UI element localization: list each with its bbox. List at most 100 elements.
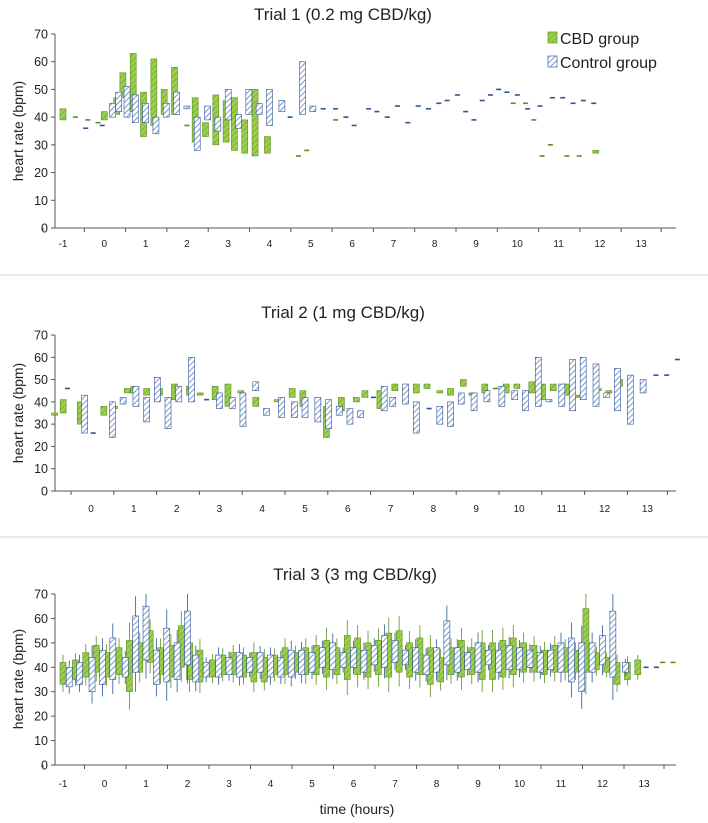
- y-tick-label: 20: [34, 440, 48, 454]
- x-tick-label: 13: [638, 779, 650, 790]
- x-tick-label: 12: [594, 239, 606, 250]
- cbd-median-mark: [670, 661, 676, 664]
- cbd-median-mark: [85, 119, 91, 121]
- control-box: [175, 385, 183, 403]
- control-box: [277, 657, 285, 678]
- control-box: [143, 397, 150, 423]
- control-box: [578, 642, 586, 693]
- control-box: [568, 637, 575, 683]
- control-box: [214, 116, 222, 132]
- control-box: [163, 627, 171, 683]
- control-box: [99, 649, 106, 685]
- control-median-mark: [64, 387, 70, 390]
- x-tick-label: 9: [475, 779, 481, 790]
- x-tick-label: 2: [174, 504, 180, 515]
- control-box: [547, 649, 554, 671]
- cbd-box: [82, 652, 90, 678]
- x-tick-label: 8: [434, 779, 440, 790]
- control-box: [246, 657, 254, 673]
- legend-swatch-control: [547, 55, 558, 68]
- chart-title-3: Trial 3 (3 mg CBD/kg): [273, 565, 437, 584]
- control-median-mark: [479, 99, 485, 102]
- x-tick-label: 10: [514, 779, 526, 790]
- cbd-median-mark: [510, 102, 516, 105]
- control-median-mark: [333, 108, 339, 110]
- control-box: [173, 91, 180, 115]
- control-box: [422, 654, 430, 675]
- control-box: [152, 116, 160, 135]
- x-tick-label: 3: [226, 779, 232, 790]
- y-tick-label: 50: [34, 636, 48, 650]
- x-tick-label: 6: [345, 504, 351, 515]
- control-median-mark: [653, 666, 659, 669]
- cbd-box: [101, 111, 108, 121]
- x-tick-label: 13: [642, 504, 654, 515]
- control-median-mark: [83, 127, 89, 130]
- cbd-box: [237, 390, 245, 394]
- control-box: [603, 392, 611, 398]
- cbd-box: [143, 388, 150, 396]
- y-tick-label: 10: [34, 734, 48, 748]
- cbd-median-mark: [523, 102, 529, 105]
- y-tick-label: 30: [34, 138, 48, 152]
- control-median-mark: [487, 94, 493, 96]
- cbd-box: [251, 89, 259, 157]
- y-axis-label-3: heart rate (bpm): [10, 629, 26, 729]
- control-median-mark: [471, 119, 477, 121]
- x-tick-label: 9: [473, 504, 479, 515]
- control-box: [162, 102, 170, 118]
- control-box: [193, 116, 201, 151]
- x-tick-label: 6: [349, 239, 355, 250]
- x-tick-label: 11: [557, 504, 568, 515]
- control-box: [447, 401, 454, 427]
- cbd-box: [582, 608, 590, 673]
- cbd-box: [224, 383, 232, 407]
- control-box: [592, 363, 600, 407]
- control-box: [470, 392, 478, 412]
- control-box: [228, 397, 236, 409]
- control-box: [391, 640, 399, 663]
- cbd-box: [549, 383, 557, 392]
- x-tick-label: 1: [143, 779, 149, 790]
- x-tick-label: 1: [143, 239, 149, 250]
- control-median-mark: [454, 94, 460, 96]
- control-median-mark: [496, 88, 502, 91]
- x-tick-label: 4: [259, 504, 265, 515]
- y-tick-label: 10: [34, 194, 48, 208]
- x-tick-label: 6: [351, 779, 357, 790]
- cbd-box: [119, 72, 127, 99]
- control-box: [132, 385, 140, 407]
- cbd-box: [196, 392, 204, 396]
- control-box: [314, 397, 322, 423]
- y-tick-label: 50: [34, 373, 48, 387]
- legend: CBD group Control group: [547, 31, 657, 72]
- control-median-mark: [664, 374, 670, 376]
- cbd-box: [634, 659, 642, 675]
- control-box: [350, 647, 357, 668]
- control-box: [164, 397, 172, 429]
- control-median-mark: [549, 96, 555, 99]
- control-box: [76, 662, 83, 685]
- chart-title-2: Trial 2 (1 mg CBD/kg): [261, 303, 425, 322]
- control-median-mark: [287, 116, 293, 118]
- control-box: [380, 385, 388, 412]
- control-median-mark: [90, 432, 96, 434]
- control-box: [357, 410, 364, 418]
- cbd-median-mark: [576, 155, 582, 157]
- control-box: [81, 394, 88, 434]
- x-tick-label: 4: [267, 239, 273, 250]
- control-box: [483, 390, 491, 403]
- x-tick-label: 0: [102, 239, 108, 250]
- control-box: [204, 105, 211, 121]
- control-box: [433, 647, 440, 673]
- x-tick-label: 8: [432, 239, 438, 250]
- control-box: [622, 662, 629, 673]
- control-box: [536, 652, 544, 673]
- control-box: [215, 654, 222, 678]
- cbd-box: [100, 406, 108, 416]
- y-tick-label: 20: [34, 166, 48, 180]
- control-box: [505, 644, 513, 671]
- control-box: [224, 89, 232, 121]
